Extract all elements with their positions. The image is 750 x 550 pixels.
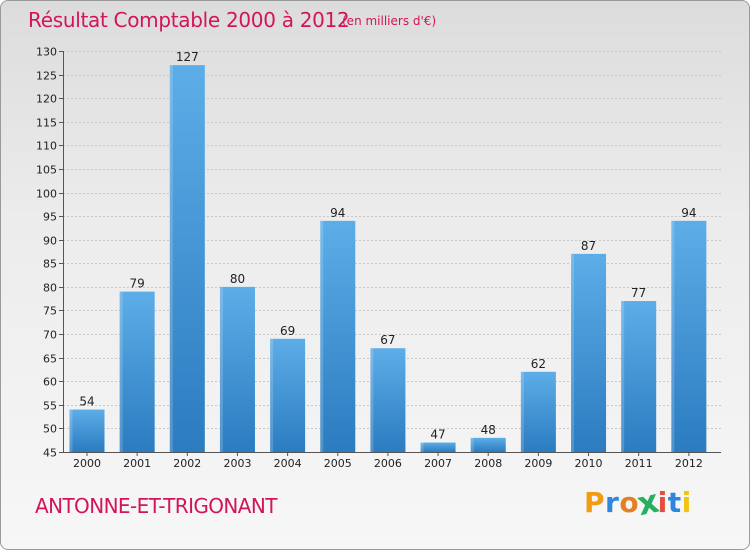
x-tick-label: 2005	[324, 457, 352, 470]
x-tick-label: 2000	[73, 457, 101, 470]
y-tick-label: 125	[36, 70, 57, 83]
bar-2004	[270, 338, 306, 452]
logo-letter: r	[605, 486, 620, 519]
y-tick-label: 110	[36, 140, 57, 153]
bar-value-label: 47	[430, 428, 445, 442]
bar-highlight	[320, 220, 324, 452]
x-tick-label: 2002	[173, 457, 201, 470]
logo-letter: i	[681, 486, 692, 519]
x-tick-label: 2009	[524, 457, 552, 470]
bar-2007	[420, 442, 456, 452]
bar-highlight	[520, 371, 524, 452]
x-tick-label: 2006	[374, 457, 402, 470]
bar-value-label: 77	[631, 286, 646, 300]
data-labels: 54 79 127 80 69 94 67 47 48 62 87 77 94	[79, 50, 696, 441]
bar-value-label: 48	[481, 423, 496, 437]
bar-value-label: 67	[380, 333, 395, 347]
bar-2002	[169, 65, 205, 452]
bars	[69, 65, 707, 452]
y-tick-label: 45	[43, 447, 57, 460]
bar-highlight	[69, 409, 73, 452]
bar-highlight	[169, 65, 173, 452]
bar-value-label: 54	[79, 395, 94, 409]
y-tick-label: 60	[43, 376, 57, 389]
bar-value-label: 127	[176, 50, 199, 64]
chart-subtitle: (en milliers d'€)	[342, 14, 437, 28]
bar-highlight	[370, 348, 374, 452]
y-tick-label: 115	[36, 117, 57, 130]
bar-value-label: 79	[130, 277, 145, 291]
axes: 45 50 55 60 65 70 75 80 85 90 95 100 105 110 115 120 125…	[36, 46, 721, 470]
bar-highlight	[671, 220, 675, 452]
x-tick-label: 2011	[625, 457, 653, 470]
bar-2003	[219, 286, 255, 452]
chart-title: Résultat Comptable 2000 à 2012	[28, 8, 350, 32]
bar-value-label: 94	[681, 206, 696, 220]
x-tick-label: 2004	[274, 457, 302, 470]
y-tick-label: 100	[36, 188, 57, 201]
proxiti-logo: Proxiti	[584, 482, 692, 524]
x-tick-label: 2010	[575, 457, 603, 470]
bar-2009	[520, 371, 556, 452]
bar-2011	[621, 301, 657, 452]
logo-letter: t	[667, 486, 682, 519]
bar-2010	[571, 253, 607, 452]
bar-highlight	[470, 437, 474, 452]
bar-2008	[470, 437, 506, 452]
y-tick-label: 80	[43, 282, 57, 295]
y-tick-label: 120	[36, 93, 57, 106]
bar-highlight	[270, 338, 274, 452]
bar-highlight	[420, 442, 424, 452]
bar-value-label: 94	[330, 206, 345, 220]
bar-value-label: 87	[581, 239, 596, 253]
bar-highlight	[219, 286, 223, 452]
x-tick-label: 2008	[474, 457, 502, 470]
y-tick-label: 85	[43, 258, 57, 271]
bar-highlight	[621, 301, 625, 452]
y-tick-label: 70	[43, 329, 57, 342]
bar-value-label: 80	[230, 272, 245, 286]
y-tick-label: 95	[43, 211, 57, 224]
y-tick-label: 130	[36, 46, 57, 59]
bar-value-label: 69	[280, 324, 295, 338]
bar-2006	[370, 348, 406, 452]
bar-highlight	[119, 291, 123, 452]
bar-2000	[69, 409, 105, 452]
y-tick-label: 105	[36, 164, 57, 177]
bar-2001	[119, 291, 155, 452]
x-tick-label: 2001	[123, 457, 151, 470]
x-tick-label: 2003	[223, 457, 251, 470]
bar-2005	[320, 220, 356, 452]
y-tick-label: 90	[43, 235, 57, 248]
y-tick-label: 65	[43, 353, 57, 366]
y-tick-label: 75	[43, 305, 57, 318]
logo-letter: i	[657, 486, 668, 519]
bar-2012	[671, 220, 707, 452]
x-tick-label: 2007	[424, 457, 452, 470]
bar-value-label: 62	[531, 357, 546, 371]
commune-name: ANTONNE-ET-TRIGONANT	[35, 494, 277, 518]
y-tick-label: 50	[43, 423, 57, 436]
logo-letter: o	[619, 486, 640, 519]
x-tick-label: 2012	[675, 457, 703, 470]
y-tick-label: 55	[43, 400, 57, 413]
logo-letter: P	[584, 486, 606, 519]
bar-highlight	[571, 253, 575, 452]
